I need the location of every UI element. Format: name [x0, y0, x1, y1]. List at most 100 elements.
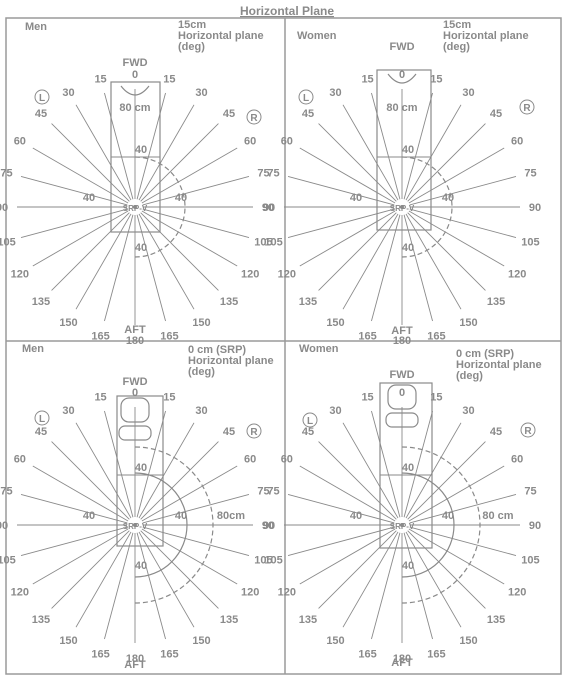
reach-contour-outer — [134, 446, 214, 604]
angle-label: 150 — [59, 317, 77, 329]
angle-label: 150 — [326, 317, 344, 329]
angle-label: 120 — [278, 269, 296, 281]
spoke-line — [409, 494, 517, 524]
spoke-line — [371, 532, 401, 640]
angle-label: 60 — [14, 454, 26, 466]
angle-label: 60 — [244, 454, 256, 466]
spoke-line — [141, 465, 238, 522]
angle-label: 0 — [399, 387, 405, 399]
angle-label: 30 — [462, 87, 474, 99]
spoke-line — [140, 441, 219, 520]
left-marker-ring — [302, 412, 318, 428]
spoke-line — [141, 147, 238, 204]
distance-label-40-right: 40 — [175, 510, 187, 522]
spoke-line — [32, 147, 129, 204]
group-label: Men — [22, 343, 44, 355]
reach-contour-outer — [401, 446, 481, 604]
spoke-line — [104, 92, 134, 200]
angle-label: 15 — [430, 392, 442, 404]
seat-outline — [379, 382, 433, 549]
spoke-line — [140, 123, 219, 202]
angle-label: 45 — [490, 108, 502, 120]
angle-label: 30 — [329, 87, 341, 99]
spoke-line — [287, 176, 395, 206]
angle-label: 75 — [524, 168, 536, 180]
angle-label: 30 — [329, 405, 341, 417]
left-marker-ring — [298, 89, 314, 105]
angle-label: 15 — [361, 74, 373, 86]
spoke-line — [403, 214, 433, 322]
angle-label: 150 — [192, 635, 210, 647]
origin-label: SRP-V — [123, 522, 148, 531]
spoke-line — [407, 530, 486, 609]
angle-label: 120 — [241, 269, 259, 281]
left-marker: L — [307, 416, 313, 427]
angle-label: 150 — [459, 635, 477, 647]
headrest-outline — [387, 73, 417, 84]
angle-label: 15 — [163, 74, 175, 86]
angle-label: 90 — [0, 520, 8, 532]
spoke-line — [371, 92, 401, 200]
aft-label: AFT — [124, 324, 146, 336]
spoke-line — [140, 530, 219, 609]
angle-label: 165 — [358, 648, 376, 660]
angle-label: 180 — [126, 653, 144, 665]
angle-label: 165 — [427, 648, 445, 660]
origin-label: SRP-V — [123, 204, 148, 213]
right-marker: R — [250, 427, 258, 438]
left-marker: L — [39, 93, 45, 104]
angle-label: 45 — [35, 108, 47, 120]
height-label: 0 cm (SRP) — [188, 344, 246, 356]
srp-point — [400, 205, 404, 209]
angle-label: 75 — [267, 486, 279, 498]
distance-label-40-fwd: 40 — [402, 144, 414, 156]
unit-label: (deg) — [178, 41, 205, 53]
spoke-line — [342, 531, 399, 628]
angle-label: 60 — [281, 136, 293, 148]
angle-label: 165 — [160, 330, 178, 342]
spoke-line — [299, 465, 396, 522]
angle-label: 45 — [223, 108, 235, 120]
reach-contour-inner — [134, 472, 188, 578]
angle-label: 135 — [220, 614, 238, 626]
spoke-line — [287, 526, 395, 556]
plane-label: Horizontal plane — [188, 355, 274, 367]
srp-point — [133, 205, 137, 209]
angle-label: 0 — [132, 387, 138, 399]
aft-label: AFT — [391, 657, 413, 669]
spoke-line — [138, 422, 195, 519]
angle-label: 180 — [126, 335, 144, 347]
spoke-line — [51, 212, 130, 291]
origin-label: SRP-V — [390, 522, 415, 531]
spoke-line — [104, 532, 134, 640]
group-label: Women — [299, 343, 339, 355]
distance-label-80: 80cm — [217, 510, 245, 522]
right-marker: R — [523, 103, 531, 114]
angle-label: 30 — [195, 405, 207, 417]
seat-outline — [376, 69, 432, 231]
spoke-line — [142, 208, 250, 238]
spoke-line — [405, 213, 462, 310]
spoke-line — [342, 213, 399, 310]
angle-label: 150 — [59, 635, 77, 647]
srp-point — [133, 523, 137, 527]
spoke-line — [51, 441, 130, 520]
outer-frame — [5, 17, 562, 675]
angle-label: 75 — [267, 168, 279, 180]
spoke-line — [140, 212, 219, 291]
group-label: Women — [297, 30, 337, 42]
right-marker-ring — [246, 109, 262, 125]
angle-label: 45 — [223, 426, 235, 438]
spoke-line — [138, 531, 195, 628]
angle-label: 150 — [459, 317, 477, 329]
spoke-line — [287, 208, 395, 238]
spoke-line — [104, 214, 134, 322]
spoke-line — [20, 526, 128, 556]
fwd-label: FWD — [389, 369, 414, 381]
spoke-line — [318, 212, 397, 291]
angle-label: 135 — [220, 296, 238, 308]
angle-label: 60 — [244, 136, 256, 148]
spoke-line — [142, 494, 250, 524]
distance-label-40-right: 40 — [442, 192, 454, 204]
